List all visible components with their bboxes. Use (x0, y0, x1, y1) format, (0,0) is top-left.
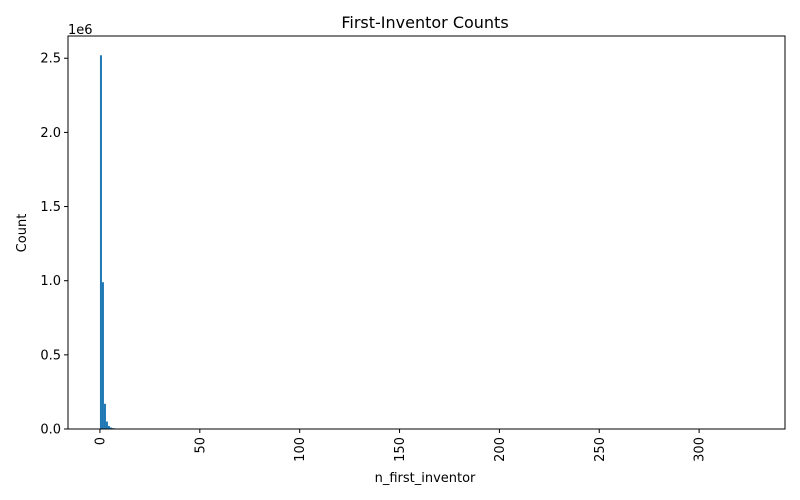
x-axis-label: n_first_inventor (375, 471, 476, 486)
histogram-bar (105, 421, 108, 429)
histogram-bar (107, 426, 110, 429)
y-tick-label: 1.5 (40, 200, 61, 215)
chart-title: First-Inventor Counts (341, 13, 508, 32)
y-tick-label: 0.5 (40, 348, 61, 363)
histogram-bar (101, 282, 104, 429)
y-offset-label: 1e6 (68, 23, 93, 38)
histogram-bar (103, 403, 106, 429)
x-tick-label: 0 (93, 437, 108, 445)
x-tick-label: 50 (193, 437, 208, 454)
x-tick-label: 150 (393, 437, 408, 462)
histogram-bar (109, 427, 112, 429)
y-axis-ticks: 0.0 0.5 1.0 1.5 2.0 2.5 (40, 52, 68, 438)
plot-frame (67, 35, 786, 430)
x-tick-label: 300 (693, 437, 708, 462)
y-axis-label: Count (15, 214, 30, 253)
x-tick-label: 200 (493, 437, 508, 462)
y-tick-label: 2.5 (40, 52, 61, 67)
x-tick-label: 100 (293, 437, 308, 462)
y-tick-label: 0.0 (40, 423, 61, 438)
x-axis-ticks: 0 50 100 150 200 250 300 (93, 429, 708, 462)
histogram-bar (99, 55, 102, 430)
y-tick-label: 2.0 (40, 126, 61, 141)
x-tick-label: 250 (593, 437, 608, 462)
y-tick-label: 1.0 (40, 274, 61, 289)
